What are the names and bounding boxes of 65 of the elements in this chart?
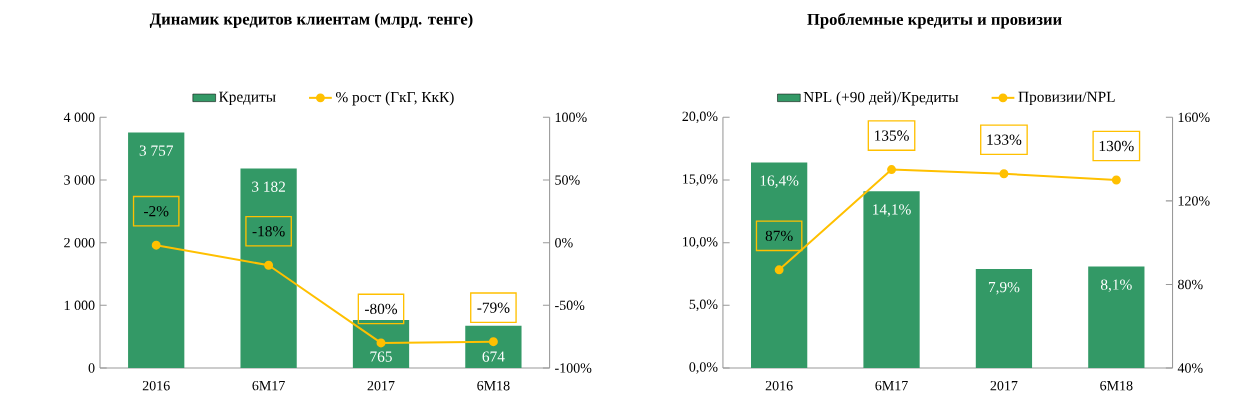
legend-label: Кредиты <box>218 91 276 106</box>
x-tick-label: 2016 <box>142 380 170 391</box>
x-tick-label: 2017 <box>990 380 1018 391</box>
y2-tick-label: 50% <box>555 175 580 185</box>
data-label: -80% <box>364 303 398 315</box>
data-label: 765 <box>370 351 392 362</box>
y-tick-label: 15,0% <box>683 174 718 186</box>
y2-tick-label: 0% <box>555 237 573 248</box>
x-tick-label: 6M18 <box>477 380 510 391</box>
data-label: 3 757 <box>139 145 173 156</box>
y2-tick-label: -100% <box>555 363 592 373</box>
point <box>999 169 1009 179</box>
bar <box>128 132 185 368</box>
bar <box>465 325 522 368</box>
y-tick-label: 4 000 <box>63 112 95 123</box>
y2-tick-label: -50% <box>555 300 585 311</box>
point <box>887 165 897 175</box>
legend-label: Провизии/NPL <box>1018 91 1115 106</box>
bar <box>1088 266 1145 368</box>
chart-title: Динамик кредитов клиентам (млрд. тенге) <box>149 12 473 29</box>
data-label: -79% <box>477 302 510 313</box>
data-label: 8,1% <box>1100 279 1132 292</box>
y-tick-label: 0,0% <box>689 362 718 374</box>
data-label: 3 182 <box>252 181 285 192</box>
bar <box>863 191 920 368</box>
x-tick-label: 6M17 <box>252 380 285 391</box>
y-tick-label: 10,0% <box>683 236 718 249</box>
legend-label: % рост (ГкГ, КкК) <box>335 91 454 106</box>
bar <box>240 168 297 368</box>
x-tick-label: 2016 <box>765 380 793 391</box>
point <box>1111 175 1121 185</box>
point <box>151 240 161 250</box>
y-tick-label: 5,0% <box>689 299 718 312</box>
legend-label: NPL (+90 дей)/Кредиты <box>803 91 959 106</box>
data-label: 133% <box>987 134 1022 145</box>
x-tick-label: 6M18 <box>1100 380 1133 391</box>
data-label: -2% <box>144 205 169 217</box>
bar <box>975 268 1033 368</box>
point <box>264 260 274 270</box>
data-label: 87% <box>765 230 793 242</box>
data-label: 135% <box>874 130 909 141</box>
bar <box>751 162 808 368</box>
y-tick-label: 20,0% <box>682 111 718 124</box>
y-tick-label: 3 000 <box>64 175 95 185</box>
data-label: 674 <box>482 351 505 362</box>
y2-tick-label: 160% <box>1178 112 1210 123</box>
point <box>488 337 498 347</box>
bar <box>352 320 410 368</box>
y-tick-label: 1 000 <box>64 300 95 311</box>
chart-title: Проблемные кредиты и провизии <box>807 12 1062 29</box>
data-label: 7,9% <box>988 281 1020 295</box>
x-tick-label: 2017 <box>367 380 395 391</box>
data-label: 14,1% <box>873 204 911 217</box>
y2-tick-label: 40% <box>1177 363 1203 373</box>
y-tick-label: 2 000 <box>64 237 95 248</box>
y2-tick-label: 120% <box>1178 196 1210 206</box>
data-label: -18% <box>252 226 285 237</box>
y2-tick-label: 100% <box>555 112 587 123</box>
x-tick-label: 6M17 <box>875 380 908 391</box>
data-label: 16,4% <box>760 175 799 188</box>
y-tick-label: 0 <box>88 363 95 373</box>
y2-tick-label: 80% <box>1177 279 1203 290</box>
point <box>774 265 784 275</box>
point <box>376 338 386 348</box>
data-label: 130% <box>1099 140 1134 152</box>
